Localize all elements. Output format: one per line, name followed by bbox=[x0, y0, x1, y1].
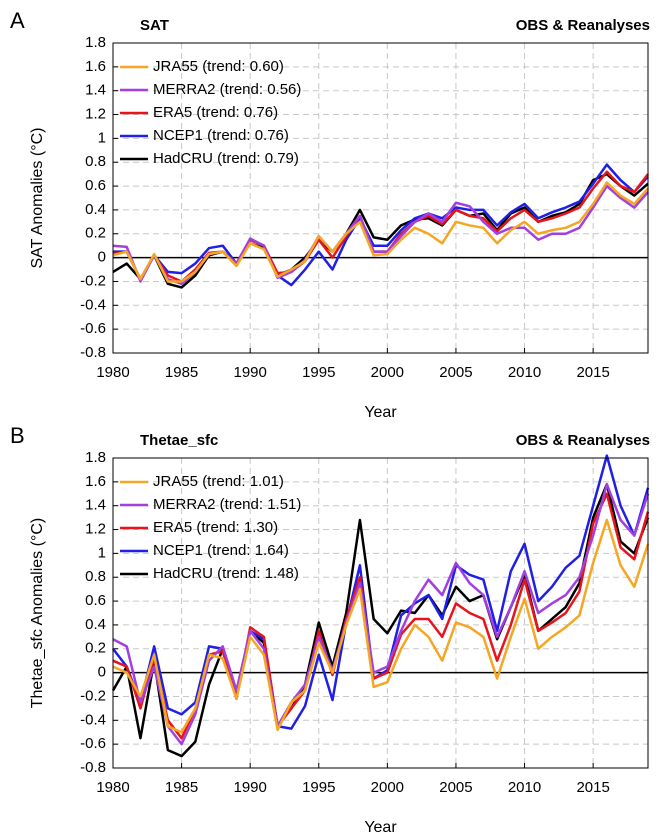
y-tick-label: 0.2 bbox=[85, 225, 106, 242]
series-line bbox=[112, 518, 650, 734]
legend-label: MERRA2 (trend: 0.56) bbox=[153, 81, 301, 98]
x-tick-label: 2005 bbox=[439, 364, 472, 381]
series-line bbox=[112, 172, 649, 289]
y-tick-label: 1.2 bbox=[85, 521, 106, 538]
y-axis-label: SAT Anomalies (°C) bbox=[29, 128, 46, 269]
x-tick-label: 2010 bbox=[508, 364, 541, 381]
y-tick-label: -0.8 bbox=[80, 344, 106, 361]
y-tick-label: 1 bbox=[98, 544, 106, 561]
plot-frame bbox=[112, 457, 649, 769]
panel-subtitle: OBS & Reanalyses bbox=[516, 432, 650, 449]
legend-label: HadCRU (trend: 0.79) bbox=[153, 150, 299, 167]
y-tick-label: 1.4 bbox=[85, 497, 106, 514]
series-line bbox=[112, 181, 649, 283]
x-tick-label: 1990 bbox=[233, 779, 266, 796]
y-tick-label: 0 bbox=[98, 249, 106, 266]
x-tick-label: 2005 bbox=[439, 779, 472, 796]
y-tick-label: 0 bbox=[98, 664, 106, 681]
y-tick-label: -0.2 bbox=[80, 272, 106, 289]
series-line bbox=[112, 184, 649, 286]
legend-label: NCEP1 (trend: 0.76) bbox=[153, 127, 289, 144]
legend-label: JRA55 (trend: 0.60) bbox=[153, 58, 284, 75]
legend-label: ERA5 (trend: 0.76) bbox=[153, 104, 278, 121]
panel-label: A bbox=[10, 8, 25, 33]
y-tick-label: 1 bbox=[98, 129, 106, 146]
y-tick-label: 1.4 bbox=[85, 82, 106, 99]
y-tick-label: -0.6 bbox=[80, 320, 106, 337]
y-tick-label: -0.6 bbox=[80, 735, 106, 752]
y-tick-label: -0.4 bbox=[80, 296, 106, 313]
series-line bbox=[111, 482, 650, 758]
series-line bbox=[113, 163, 649, 287]
x-axis-label: Year bbox=[364, 404, 397, 421]
x-tick-label: 2000 bbox=[371, 364, 404, 381]
panel-title: SAT bbox=[140, 17, 169, 34]
y-tick-label: 1.2 bbox=[85, 106, 106, 123]
x-tick-label: 1985 bbox=[165, 364, 198, 381]
panel: A SAT OBS & Reanalyses Year SAT Anomalies (°… bbox=[10, 8, 650, 421]
y-tick-label: 0.4 bbox=[85, 616, 106, 633]
y-tick-label: -0.8 bbox=[80, 759, 106, 776]
x-tick-label: 1985 bbox=[165, 779, 198, 796]
y-tick-label: 1.6 bbox=[85, 58, 106, 75]
panel-subtitle: OBS & Reanalyses bbox=[516, 17, 650, 34]
x-tick-label: 1990 bbox=[233, 364, 266, 381]
x-tick-label: 1995 bbox=[302, 779, 335, 796]
x-axis-label: Year bbox=[364, 819, 397, 836]
x-tick-label: 1980 bbox=[96, 364, 129, 381]
y-tick-label: 0.4 bbox=[85, 201, 106, 218]
plot-frame bbox=[112, 42, 649, 354]
series-line bbox=[112, 482, 650, 746]
panel-label: B bbox=[10, 423, 25, 448]
legend-label: ERA5 (trend: 1.30) bbox=[153, 519, 278, 536]
y-tick-label: 1.8 bbox=[85, 449, 106, 466]
x-tick-label: 2015 bbox=[576, 779, 609, 796]
y-tick-label: 0.8 bbox=[85, 568, 106, 585]
y-tick-label: 0.6 bbox=[85, 592, 106, 609]
legend-label: JRA55 (trend: 1.01) bbox=[153, 473, 284, 490]
y-tick-label: 1.6 bbox=[85, 473, 106, 490]
x-tick-label: 1980 bbox=[96, 779, 129, 796]
legend-label: MERRA2 (trend: 1.51) bbox=[153, 496, 301, 513]
x-tick-label: 2000 bbox=[371, 779, 404, 796]
panel-title: Thetae_sfc bbox=[140, 432, 218, 449]
y-tick-label: 1.8 bbox=[85, 34, 106, 51]
legend-label: NCEP1 (trend: 1.64) bbox=[153, 542, 289, 559]
y-tick-label: 0.6 bbox=[85, 177, 106, 194]
x-tick-label: 1995 bbox=[302, 364, 335, 381]
y-tick-label: 0.2 bbox=[85, 640, 106, 657]
y-tick-label: -0.4 bbox=[80, 711, 106, 728]
legend-label: HadCRU (trend: 1.48) bbox=[153, 565, 299, 582]
y-tick-label: -0.2 bbox=[80, 687, 106, 704]
y-tick-label: 0.8 bbox=[85, 153, 106, 170]
y-axis-label: Thetae_sfc Anomalies (°C) bbox=[29, 518, 46, 708]
x-tick-label: 2010 bbox=[508, 779, 541, 796]
panel: B Thetae_sfc OBS & Reanalyses Year Thetae_sf… bbox=[10, 423, 650, 836]
x-tick-label: 2015 bbox=[576, 364, 609, 381]
